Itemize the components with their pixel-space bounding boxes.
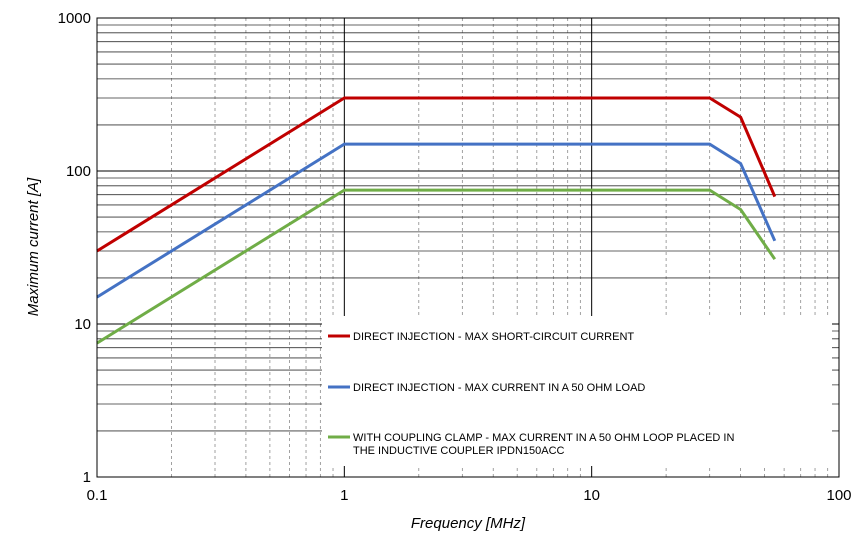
y-axis-label: Maximum current [A] bbox=[25, 177, 42, 316]
x-axis-label: Frequency [MHz] bbox=[411, 515, 526, 532]
y-tick-label: 10 bbox=[74, 316, 91, 333]
y-tick-label: 1 bbox=[83, 469, 91, 486]
legend-label-3: THE INDUCTIVE COUPLER IPDN150ACC bbox=[353, 445, 565, 457]
series-line-2 bbox=[96, 142, 777, 299]
x-tick-label: 100 bbox=[826, 487, 851, 504]
series-layer bbox=[96, 96, 777, 345]
x-tick-label: 1 bbox=[340, 487, 348, 504]
legend: DIRECT INJECTION - MAX SHORT-CIRCUIT CUR… bbox=[322, 316, 832, 466]
legend-label-2: DIRECT INJECTION - MAX CURRENT IN A 50 O… bbox=[353, 382, 645, 394]
legend-label-3: WITH COUPLING CLAMP - MAX CURRENT IN A 5… bbox=[353, 432, 734, 444]
x-tick-label: 0.1 bbox=[87, 487, 108, 504]
y-tick-label: 100 bbox=[66, 163, 91, 180]
series-line-3 bbox=[96, 188, 777, 345]
legend-box bbox=[322, 316, 832, 466]
legend-label-1: DIRECT INJECTION - MAX SHORT-CIRCUIT CUR… bbox=[353, 331, 634, 343]
series-line-1 bbox=[96, 96, 777, 253]
x-tick-label: 10 bbox=[583, 487, 600, 504]
plot-border bbox=[96, 17, 840, 478]
y-tick-label: 1000 bbox=[58, 10, 91, 27]
